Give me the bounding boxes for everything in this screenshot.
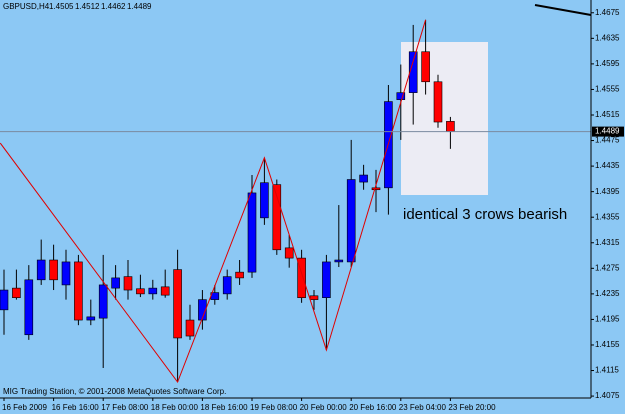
y-tick-label: 1.4195 — [595, 315, 620, 324]
x-tick-label: 23 Feb 04:00 — [399, 403, 447, 412]
current-price-label: 1.4489 — [595, 127, 620, 136]
x-tick-label: 17 Feb 08:00 — [101, 403, 149, 412]
trend-line — [534, 4, 592, 16]
candle-body — [61, 261, 71, 286]
candle-body — [272, 184, 282, 251]
candle-body — [421, 51, 430, 83]
candle-body — [36, 259, 46, 281]
candle-body — [297, 257, 306, 299]
header-close: 1.4489 — [127, 2, 152, 11]
candle-body — [284, 247, 294, 259]
y-tick-label: 1.4475 — [595, 136, 620, 145]
y-tick-label: 1.4275 — [595, 263, 620, 272]
header: GBPUSD,H4 1.4505 1.4512 1.4462 1.4489 — [3, 2, 152, 11]
candle-body — [309, 295, 319, 300]
candle-body — [322, 261, 331, 299]
y-tick-label: 1.4555 — [595, 85, 620, 94]
y-tick-label: 1.4315 — [595, 238, 620, 247]
candle-body — [260, 182, 269, 219]
candle-body — [12, 287, 21, 299]
x-tick-label: 20 Feb 16:00 — [349, 403, 397, 412]
candle-body — [334, 259, 344, 263]
candle-body — [198, 299, 207, 321]
y-tick-label: 1.4515 — [595, 110, 620, 119]
y-tick-label: 1.4355 — [595, 212, 620, 221]
candle-body — [346, 179, 356, 263]
candle-body — [86, 316, 96, 321]
candle-body — [247, 192, 257, 273]
candle-body — [136, 288, 145, 295]
candle-body — [0, 289, 9, 311]
plot-area — [0, 19, 591, 384]
candle-body — [408, 51, 418, 93]
candle-body — [24, 279, 34, 336]
x-tick-label: 18 Feb 00:00 — [151, 403, 199, 412]
y-tick-label: 1.4115 — [595, 366, 619, 375]
x-tick-label: 16 Feb 16:00 — [52, 403, 100, 412]
x-tick-label: 16 Feb 2009 — [2, 403, 47, 412]
candle-body — [173, 269, 182, 339]
header-low: 1.4462 — [101, 2, 126, 11]
x-tick-label: 20 Feb 00:00 — [300, 403, 348, 412]
header-open: 1.4505 — [49, 2, 74, 11]
candle-body — [98, 284, 108, 319]
x-tick-label: 19 Feb 08:00 — [250, 403, 298, 412]
header-high: 1.4512 — [75, 2, 100, 11]
candle-body — [49, 259, 58, 281]
candle-body — [359, 174, 368, 183]
y-tick-label: 1.4675 — [595, 8, 620, 17]
candle-body — [160, 286, 170, 296]
candle-body — [74, 261, 83, 321]
candle-body — [185, 319, 195, 337]
x-tick-label: 18 Feb 16:00 — [200, 403, 248, 412]
candle-body — [446, 121, 455, 132]
symbol: GBPUSD,H4 — [3, 2, 50, 11]
candle-body — [433, 81, 443, 123]
candle-body — [111, 277, 120, 289]
candle-body — [235, 271, 244, 279]
zigzag-line — [0, 19, 427, 384]
candle-body — [396, 92, 406, 100]
candle-body — [123, 276, 133, 291]
x-tick-label: 23 Feb 20:00 — [448, 403, 496, 412]
candle-body — [222, 276, 232, 295]
candle-body — [148, 287, 158, 295]
y-tick-label: 1.4075 — [595, 391, 620, 400]
annotation: identical 3 crows bearish — [403, 206, 567, 223]
y-tick-label: 1.4235 — [595, 289, 620, 298]
y-tick-label: 1.4395 — [595, 187, 620, 196]
y-tick-label: 1.4155 — [595, 340, 620, 349]
footer: MIG Trading Station, © 2001-2008 MetaQuo… — [3, 387, 226, 396]
y-tick-label: 1.4435 — [595, 161, 620, 170]
y-tick-label: 1.4635 — [595, 33, 620, 42]
y-tick-label: 1.4595 — [595, 59, 620, 68]
candle-body — [371, 187, 381, 191]
current-price-box — [592, 126, 624, 137]
